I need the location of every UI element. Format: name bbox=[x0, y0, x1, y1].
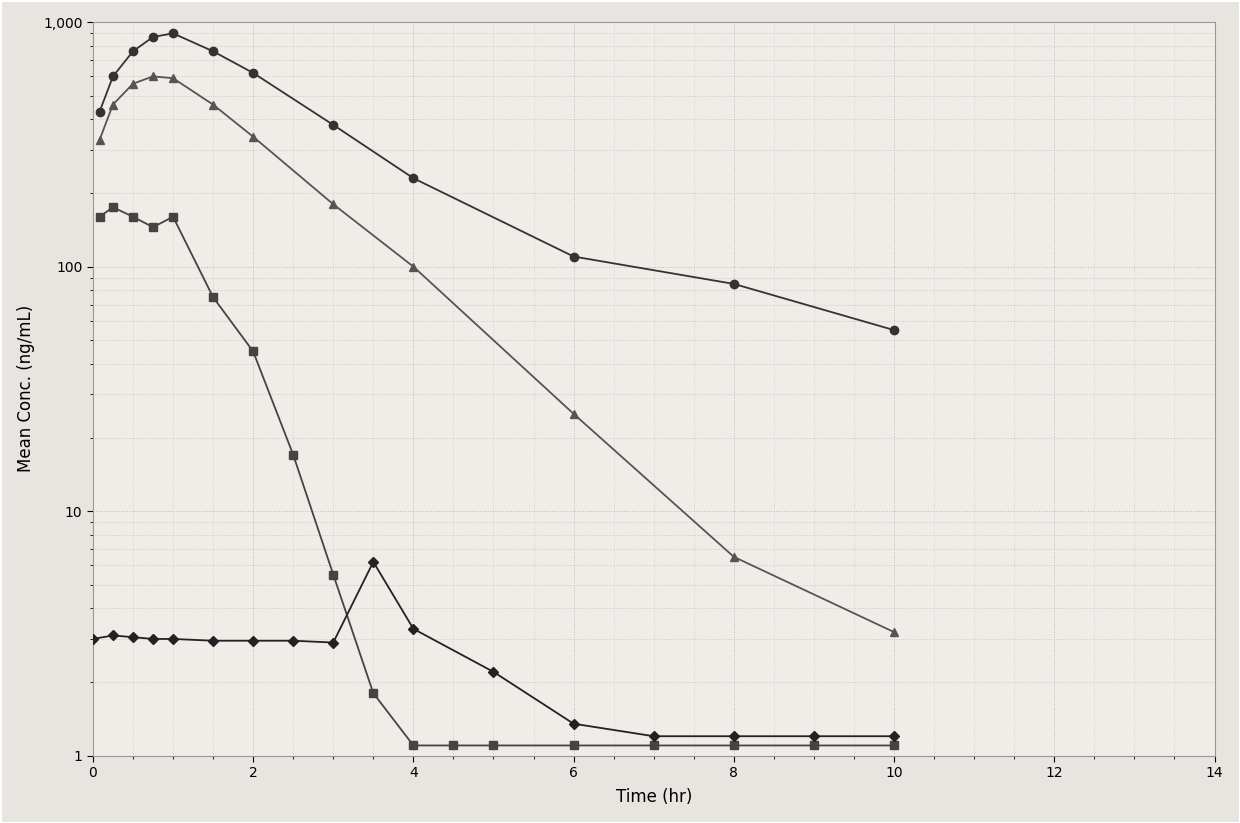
Y-axis label: Mean Conc. (ng/mL): Mean Conc. (ng/mL) bbox=[16, 305, 35, 472]
X-axis label: Time (hr): Time (hr) bbox=[615, 788, 692, 807]
